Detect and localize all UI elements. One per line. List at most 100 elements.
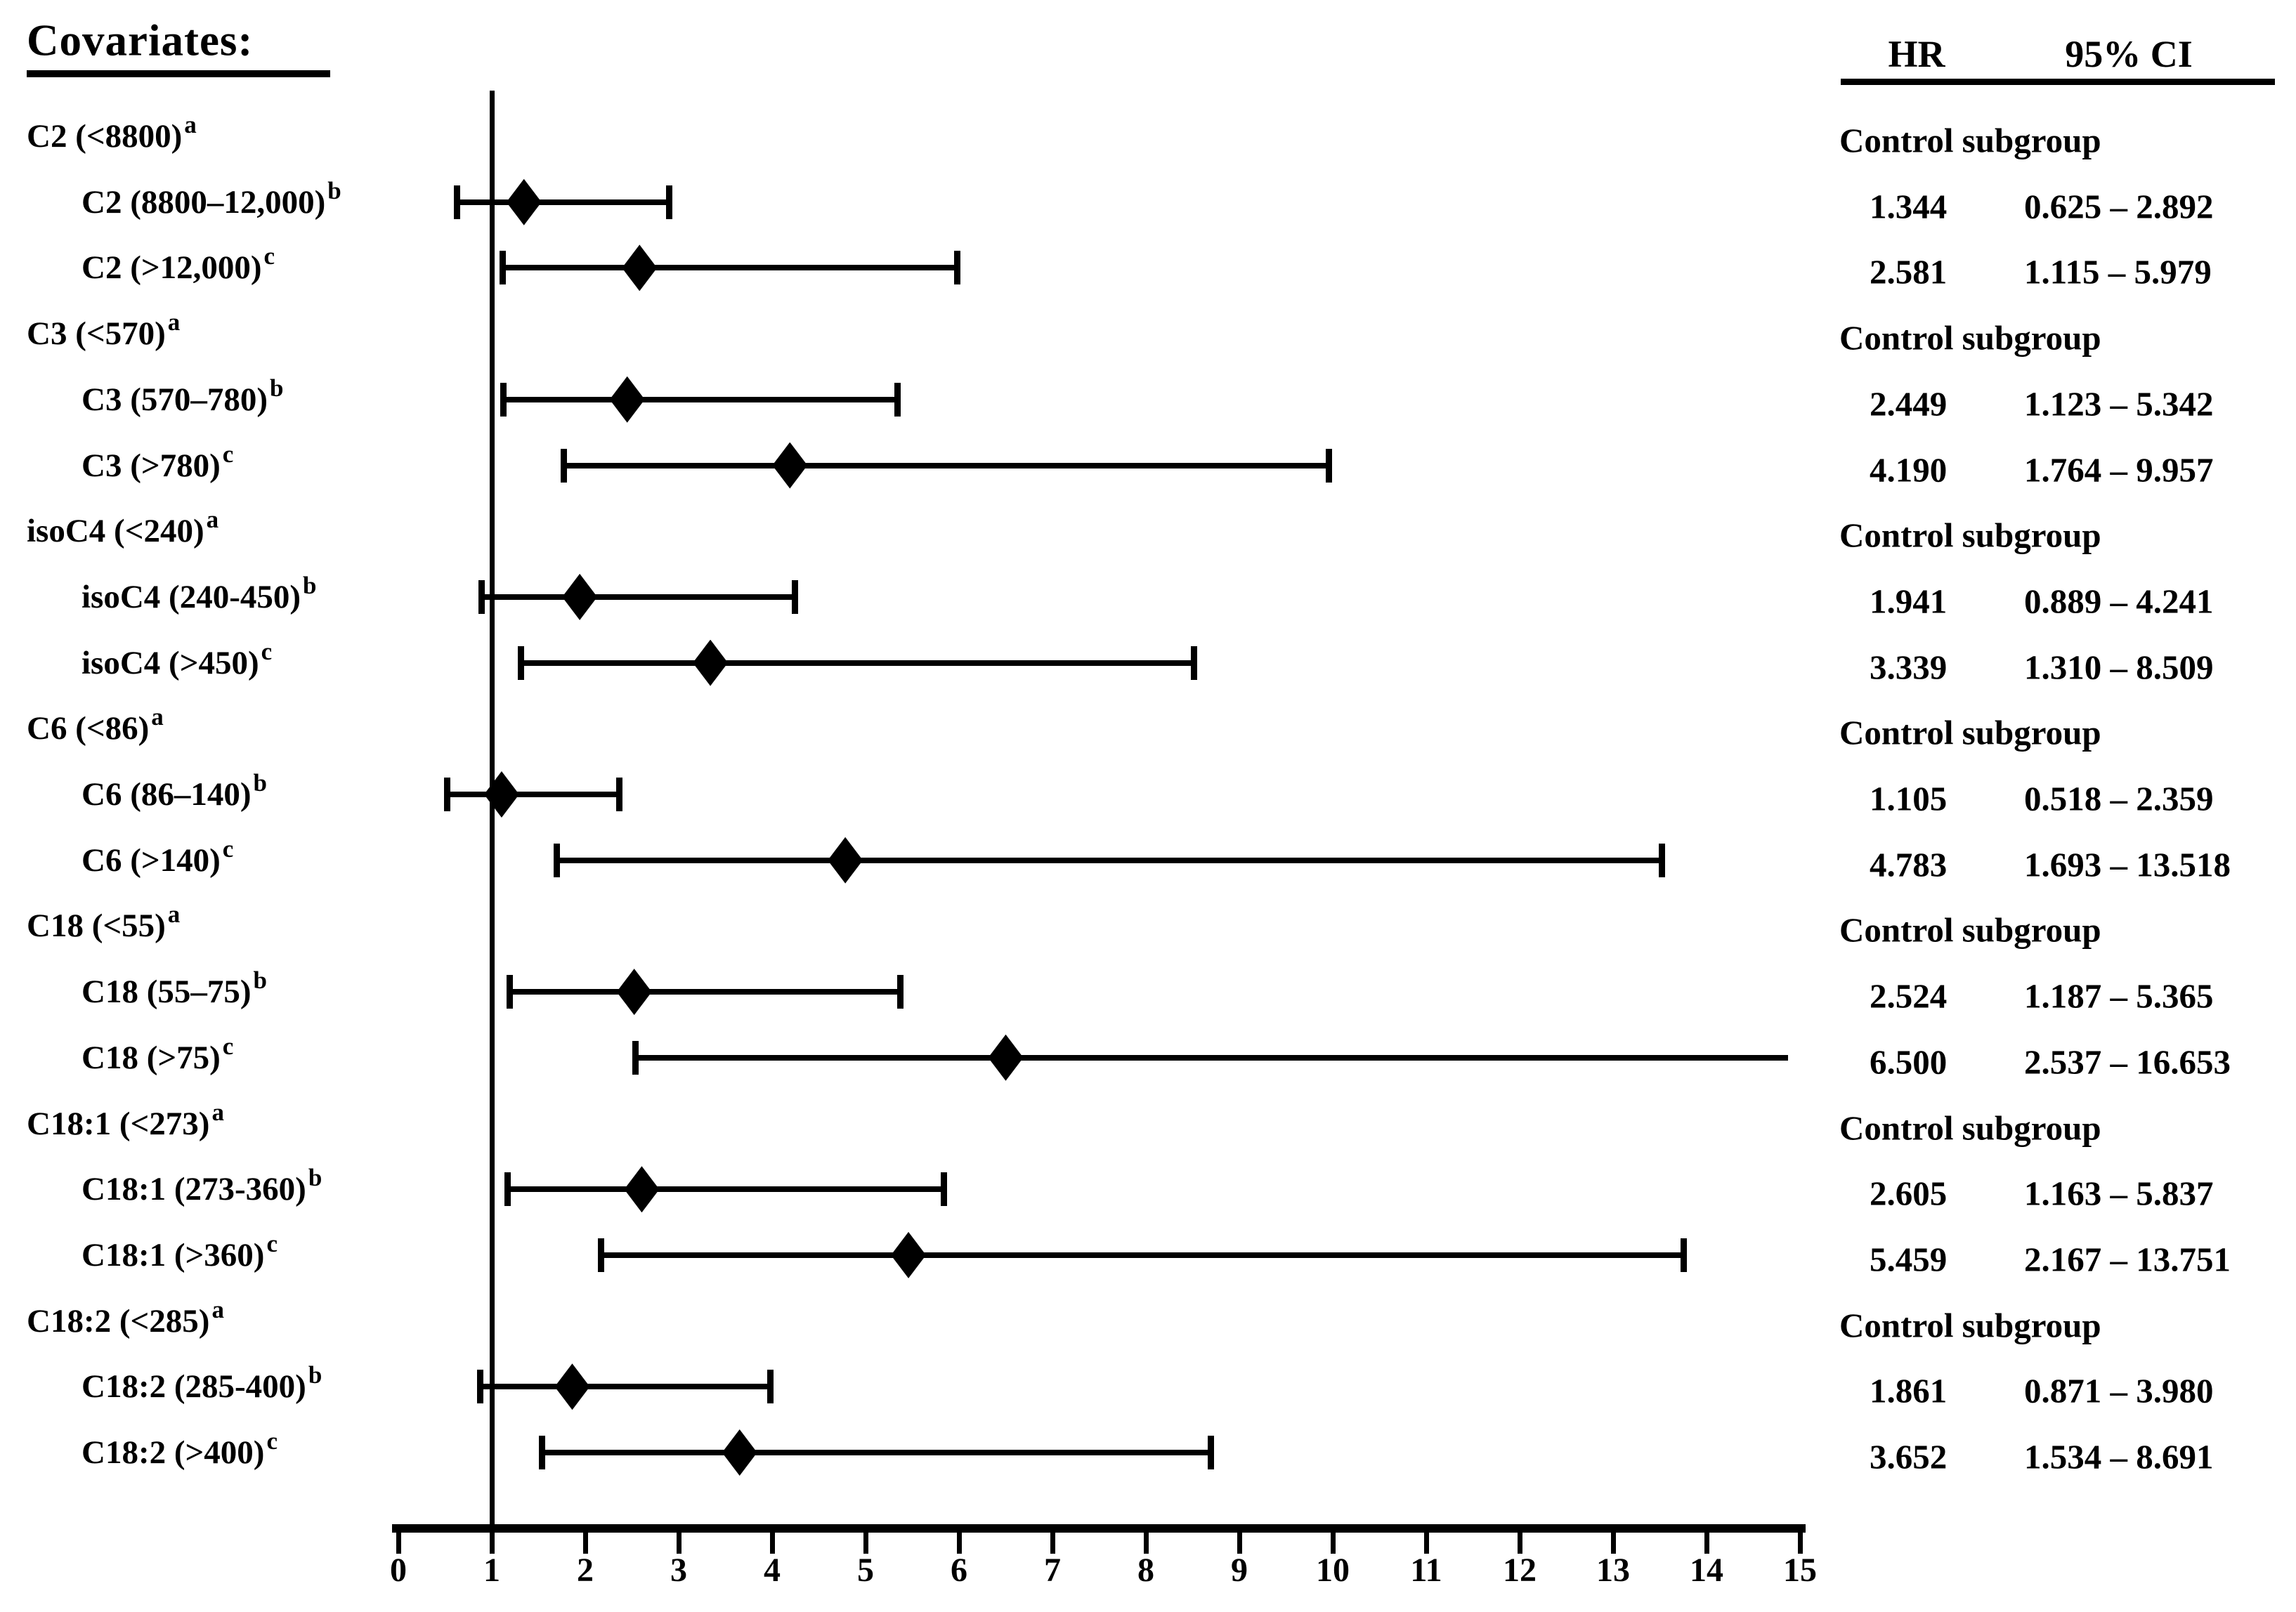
axis-tick [1331,1533,1336,1554]
ci-cap-right [1207,1436,1214,1469]
hr-value: 1.861 [1870,1371,1948,1410]
axis-tick-label: 4 [764,1552,781,1589]
hr-diamond [772,442,808,489]
covariate-label-superscript: c [263,242,275,270]
covariate-label: C3 (570–780)b [81,374,283,419]
axis-tick [1237,1533,1242,1554]
axis-tick [1798,1533,1803,1554]
covariate-label-superscript: a [184,111,197,138]
covariate-label-text: isoC4 (>450) [81,644,259,681]
axis-tick-label: 13 [1596,1552,1630,1589]
axis-tick [1704,1533,1709,1554]
covariate-label: isoC4 (<240)a [27,506,218,550]
ci-value: 2.167 – 13.751 [2024,1240,2231,1279]
axis-tick-label: 0 [390,1552,407,1589]
covariate-label-text: C18:1 (273-360) [81,1171,306,1208]
hr-value: 4.190 [1870,450,1948,489]
axis-tick [1518,1533,1522,1554]
ci-cap-right [767,1370,774,1404]
covariate-label: isoC4 (240-450)b [81,572,316,616]
axis-tick-label: 9 [1231,1552,1248,1589]
hr-value: 4.783 [1870,845,1948,884]
covariate-label-superscript: c [261,637,273,665]
axis-tick-label: 7 [1044,1552,1061,1589]
axis-tick [1424,1533,1429,1554]
ci-cap-left [454,185,461,219]
hr-value: 6.500 [1870,1042,1948,1082]
covariate-label: C18:1 (273-360)b [81,1164,322,1208]
axis-tick [583,1533,588,1554]
ci-whisker-line [507,1186,944,1193]
covariate-label-text: C18 (<55) [27,907,166,945]
ci-value: 0.625 – 2.892 [2024,187,2214,226]
axis-tick [677,1533,681,1554]
title-underline [27,70,330,77]
covariate-label-text: isoC4 (240-450) [81,578,301,615]
ci-cap-left [476,1370,483,1404]
header-underline [1841,79,2275,85]
ci-whisker-line [503,396,898,402]
covariate-label-text: C18:1 (>360) [81,1236,265,1273]
covariate-label: isoC4 (>450)c [81,638,272,682]
covariate-label-text: C3 (570–780) [81,381,268,418]
hr-value: 2.449 [1870,384,1948,424]
covariate-label-text: C18:2 (<285) [27,1302,210,1339]
ci-value: 1.163 – 5.837 [2024,1174,2214,1213]
hr-diamond [891,1231,927,1278]
ci-cap-right [1190,646,1197,680]
ci-value: 2.537 – 16.653 [2024,1042,2231,1082]
covariate-label-superscript: a [151,703,164,731]
hr-diamond [622,244,658,291]
axis-tick-label: 15 [1783,1552,1817,1589]
hr-diamond [828,837,863,884]
covariate-label-superscript: c [266,1229,278,1257]
control-subgroup-label: Control subgroup [1839,1108,2101,1147]
covariate-label-superscript: b [308,1361,322,1389]
hr-value: 1.344 [1870,187,1948,226]
ci-cap-left [539,1436,546,1469]
covariate-label-superscript: a [211,1295,224,1323]
covariate-label-text: C18 (>75) [81,1039,221,1076]
covariate-label: C18:1 (<273)a [27,1099,224,1143]
ci-cap-right [615,778,622,811]
ci-value: 1.115 – 5.979 [2024,252,2212,291]
control-subgroup-label: Control subgroup [1839,121,2101,160]
hr-diamond [554,1363,590,1410]
covariate-label-text: C6 (86–140) [81,776,252,813]
hr-value: 3.652 [1870,1437,1948,1476]
covariate-label-text: C3 (<570) [27,315,166,353]
covariate-label-superscript: b [253,966,267,995]
covariate-label-text: isoC4 (<240) [27,513,204,550]
covariate-label: C18 (55–75)b [81,966,267,1011]
ci-cap-left [500,382,507,417]
axis-tick [863,1533,868,1554]
ci-whisker-line [479,1384,771,1390]
hr-value: 5.459 [1870,1240,1948,1279]
hr-diamond [693,639,729,686]
ci-cap-right [1326,448,1333,483]
axis-tick-label: 10 [1316,1552,1350,1589]
covariate-label-text: C3 (>780) [81,447,221,484]
covariate-label: C6 (86–140)b [81,769,267,813]
covariate-label: C18 (<55)a [27,900,180,945]
covariate-label-superscript: c [266,1427,278,1455]
axis-tick [490,1533,495,1554]
hr-value: 1.105 [1870,779,1948,818]
covariate-label-text: C18:1 (<273) [27,1105,210,1142]
ci-whisker-line [542,1450,1211,1455]
ci-cap-right [941,1172,948,1207]
hr-diamond [609,376,645,423]
covariate-label: C2 (<8800)a [27,111,197,155]
ci-value: 0.871 – 3.980 [2024,1371,2214,1410]
axis-tick-label: 12 [1503,1552,1537,1589]
axis-tick-label: 8 [1137,1552,1154,1589]
covariate-label-superscript: a [211,1098,224,1126]
covariate-label-text: C2 (>12,000) [81,249,262,287]
covariate-label-superscript: b [270,374,284,402]
covariate-label: C18:2 (>400)c [81,1427,278,1472]
hr-value: 2.605 [1870,1174,1948,1213]
covariate-label-text: C18:2 (>400) [81,1434,265,1471]
ci-cap-right [1658,843,1665,877]
hr-diamond [506,178,542,225]
